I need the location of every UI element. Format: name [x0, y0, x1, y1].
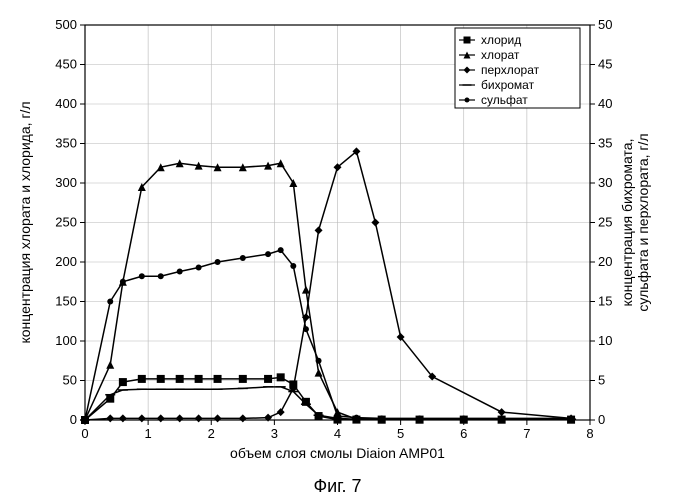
svg-text:40: 40: [598, 96, 612, 111]
svg-text:15: 15: [598, 294, 612, 309]
legend-item-chloride: хлорид: [481, 33, 521, 47]
svg-text:500: 500: [55, 17, 77, 32]
svg-text:20: 20: [598, 254, 612, 269]
svg-text:5: 5: [397, 426, 404, 441]
svg-text:400: 400: [55, 96, 77, 111]
svg-text:250: 250: [55, 215, 77, 230]
legend-item-sulfate: сульфат: [481, 93, 528, 107]
y-right-axis-label: сульфата и перхлората, г/л: [635, 133, 651, 311]
figure-caption: Фиг. 7: [313, 476, 361, 496]
svg-text:50: 50: [63, 373, 77, 388]
svg-text:7: 7: [523, 426, 530, 441]
svg-text:2: 2: [208, 426, 215, 441]
chart-container: 0123456780501001502002503003504004505000…: [0, 0, 675, 500]
series-sulfate: [82, 247, 574, 423]
y-right-axis-label: концентрация бихромата,: [619, 139, 635, 307]
chart-svg: 0123456780501001502002503003504004505000…: [0, 0, 675, 500]
svg-text:5: 5: [598, 373, 605, 388]
svg-text:25: 25: [598, 215, 612, 230]
svg-text:200: 200: [55, 254, 77, 269]
svg-text:3: 3: [271, 426, 278, 441]
svg-text:0: 0: [81, 426, 88, 441]
svg-text:6: 6: [460, 426, 467, 441]
svg-text:350: 350: [55, 136, 77, 151]
x-axis-label: объем слоя смолы Diaion AMP01: [230, 445, 445, 461]
svg-text:30: 30: [598, 175, 612, 190]
svg-text:4: 4: [334, 426, 341, 441]
svg-text:8: 8: [586, 426, 593, 441]
svg-text:1: 1: [145, 426, 152, 441]
svg-text:450: 450: [55, 57, 77, 72]
svg-text:10: 10: [598, 333, 612, 348]
svg-text:100: 100: [55, 333, 77, 348]
svg-text:150: 150: [55, 294, 77, 309]
svg-text:45: 45: [598, 57, 612, 72]
y-left-axis-label: концентрация хлората и хлорида, г/л: [17, 101, 33, 343]
legend-item-perchlorate: перхлорат: [481, 63, 540, 77]
svg-text:300: 300: [55, 175, 77, 190]
svg-text:0: 0: [598, 412, 605, 427]
svg-text:0: 0: [70, 412, 77, 427]
svg-text:50: 50: [598, 17, 612, 32]
legend-item-bichromate: бихромат: [481, 78, 535, 92]
svg-text:35: 35: [598, 136, 612, 151]
series-perchlorate: [81, 147, 575, 424]
legend-item-chlorate: хлорат: [481, 48, 520, 62]
legend: хлоридхлоратперхлоратбихроматсульфат: [455, 28, 580, 108]
